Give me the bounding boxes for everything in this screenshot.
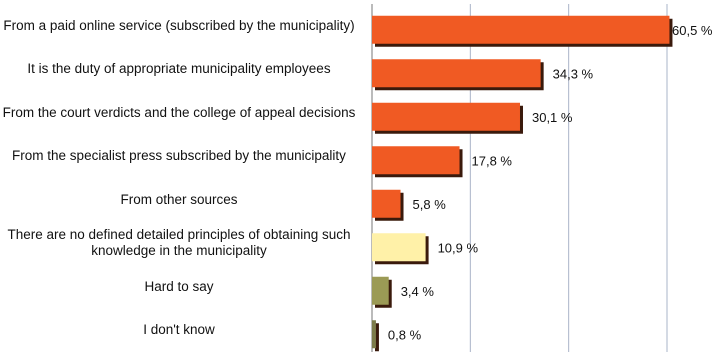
bar bbox=[372, 233, 426, 262]
category-label: From the court verdicts and the college … bbox=[2, 104, 356, 120]
bar bbox=[372, 189, 401, 218]
bar bbox=[372, 146, 460, 175]
category-label: There are no defined detailed principles… bbox=[7, 227, 351, 259]
category-label: Hard to say bbox=[144, 278, 214, 294]
data-label: 60,5 % bbox=[672, 23, 713, 38]
bar-shadow bbox=[375, 323, 379, 352]
data-label: 10,9 % bbox=[438, 240, 479, 255]
bar bbox=[372, 102, 520, 131]
data-label: 34,3 % bbox=[553, 66, 594, 81]
category-label: From a paid online service (subscribed b… bbox=[3, 17, 355, 33]
bar bbox=[372, 15, 670, 44]
category-label: From other sources bbox=[120, 191, 238, 207]
category-label: I don't know bbox=[143, 322, 215, 338]
bar bbox=[372, 276, 389, 305]
category-label: It is the duty of appropriate municipali… bbox=[27, 61, 331, 77]
category-label: From the specialist press subscribed by … bbox=[12, 148, 346, 164]
data-label: 3,4 % bbox=[401, 284, 435, 299]
data-label: 5,8 % bbox=[413, 197, 447, 212]
bar bbox=[372, 320, 376, 349]
data-label: 30,1 % bbox=[532, 110, 573, 125]
data-label: 0,8 % bbox=[388, 327, 422, 342]
bar bbox=[372, 59, 541, 88]
data-label: 17,8 % bbox=[472, 153, 513, 168]
